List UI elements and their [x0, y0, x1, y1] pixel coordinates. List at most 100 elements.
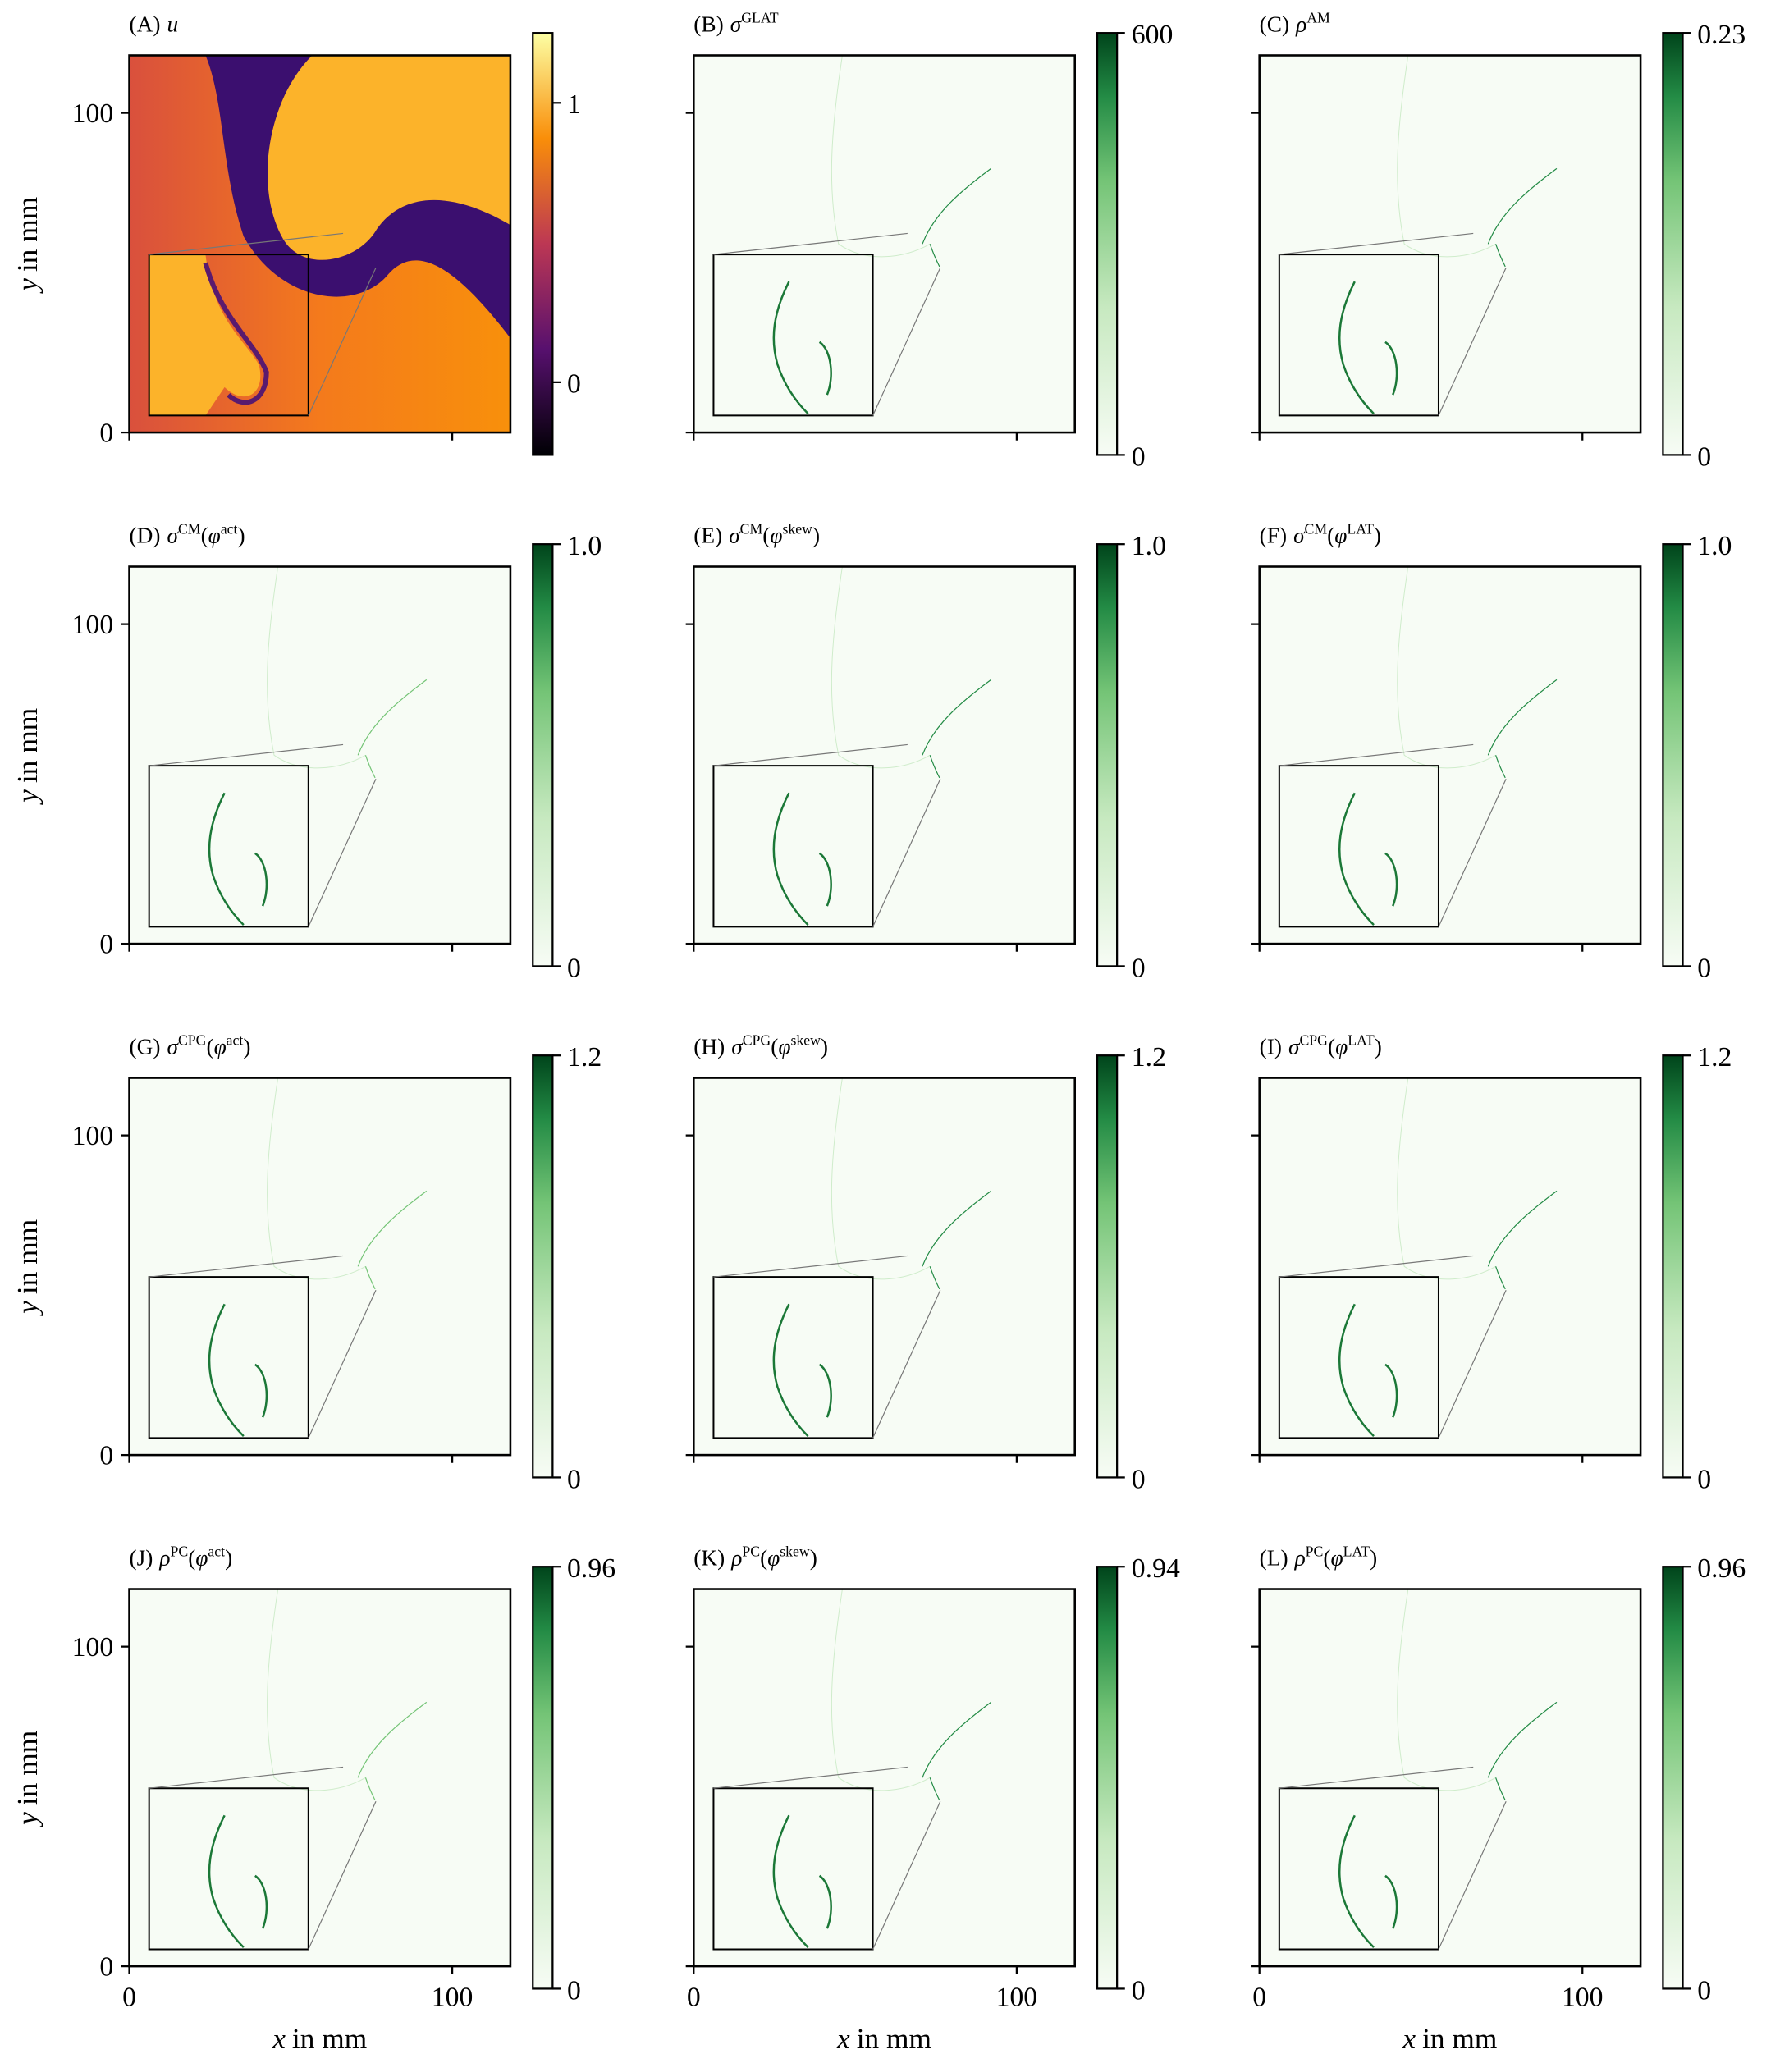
text-part: PC — [170, 1543, 188, 1559]
x-tick-label: 0 — [1252, 1982, 1266, 2012]
panel: (B) σGLAT 0 600 — [686, 9, 1174, 472]
wave-tip — [358, 1191, 427, 1288]
axes-frame — [1258, 1588, 1642, 1968]
inset-connector — [149, 744, 376, 926]
text-part: ( — [762, 524, 770, 548]
panel-title: (F) σCM(φLAT) — [1260, 520, 1381, 547]
panel: (I) σCPG(φLAT) 0 1.2 — [1251, 1031, 1732, 1494]
text-part: act — [208, 1543, 225, 1559]
text-part: ( — [1327, 524, 1334, 548]
x-tick-label: 0 — [122, 1982, 136, 2012]
inset-feature — [1339, 793, 1397, 925]
y-axis-label: y in mm — [11, 708, 43, 805]
axes-frame — [693, 565, 1076, 945]
panel-title: (H) σCPG(φskew) — [693, 1031, 828, 1059]
panel-title: (E) σCM(φskew) — [693, 520, 820, 547]
colorbar — [1662, 543, 1684, 967]
text-part: σ — [167, 524, 179, 548]
heatmap — [1260, 1078, 1640, 1456]
inset-frame — [713, 1788, 872, 1949]
text-part: ( — [201, 524, 208, 548]
panel-title: (J) ρPC(φact) — [130, 1543, 233, 1570]
x-tick-label: 100 — [1562, 1982, 1604, 2012]
colorbar — [1662, 1054, 1684, 1479]
text-part: x — [272, 2022, 286, 2055]
inset-connector — [713, 744, 940, 926]
excited-region — [268, 55, 510, 260]
colorbar — [532, 543, 554, 967]
heatmap — [693, 1589, 1074, 1967]
wave-tip — [358, 1702, 427, 1800]
text-part: y — [11, 789, 43, 805]
axes-frame — [693, 1077, 1076, 1457]
y-tick-label: 0 — [99, 929, 113, 959]
colorbar — [532, 1054, 554, 1479]
field — [1259, 566, 1641, 945]
field — [693, 1589, 1075, 1967]
y-tick-label: 0 — [99, 1440, 113, 1471]
text-part: CM — [1305, 520, 1328, 537]
wave-front — [831, 1589, 930, 1791]
text-part: φ — [214, 1035, 227, 1059]
text-part: ) — [1375, 1035, 1382, 1059]
field — [129, 1077, 510, 1456]
field — [693, 566, 1075, 945]
wave-front — [1398, 567, 1496, 768]
inset-frame — [1279, 766, 1439, 926]
panel: 0 100 (L) ρPC(φLAT) x in mm 0 0.96 — [1251, 1543, 1746, 2054]
text-part: in mm — [292, 2022, 367, 2055]
inset-feature — [1339, 1304, 1397, 1436]
text-part: φ — [195, 1546, 208, 1571]
panel-title: (D) σCM(φact) — [130, 520, 245, 547]
heatmap — [130, 55, 510, 432]
field — [1259, 1077, 1641, 1456]
panel-title: (A) u — [130, 12, 179, 37]
colorbar-tick-label: 0 — [1132, 1975, 1146, 2006]
panel: 0 100 (G) σCPG(φact) y in mm 0 1.2 — [11, 1031, 602, 1494]
text-part: y — [11, 1301, 43, 1316]
heatmap — [130, 1589, 510, 1967]
text-part: ) — [821, 1035, 828, 1059]
panel-title: (K) ρPC(φskew) — [693, 1543, 817, 1570]
colorbar-tick-label: 0.96 — [1697, 1553, 1746, 1584]
x-axis-label: x in mm — [272, 2022, 367, 2055]
colorbar-tick-label: 0.23 — [1697, 20, 1746, 50]
axes-frame — [128, 565, 512, 945]
inset-feature — [774, 1304, 831, 1436]
text-part: CM — [740, 520, 763, 537]
axes-frame — [693, 54, 1076, 434]
y-tick-label: 0 — [99, 1951, 113, 1982]
y-axis-label: y in mm — [11, 197, 43, 294]
text-part: ρ — [1295, 12, 1306, 37]
y-tick-label: 0 — [99, 418, 113, 448]
panel-title: (I) σCPG(φLAT) — [1260, 1031, 1382, 1059]
y-tick-label: 100 — [72, 1121, 114, 1151]
inset-feature — [774, 281, 831, 414]
y-tick-label: 100 — [72, 1632, 114, 1663]
axes-frame — [693, 1588, 1076, 1968]
inset-feature — [1339, 281, 1397, 414]
text-part: (C) — [1260, 12, 1289, 37]
text-part: PC — [742, 1543, 760, 1559]
text-part: LAT — [1347, 520, 1374, 537]
wave-tip — [922, 1702, 991, 1800]
wave-front — [1398, 55, 1496, 256]
colorbar — [532, 1566, 554, 1990]
x-axis-label: x in mm — [1402, 2022, 1497, 2055]
text-part: (J) — [130, 1546, 153, 1571]
text-part: skew — [782, 520, 812, 537]
text-part: x — [1402, 2022, 1416, 2055]
colorbar — [1096, 543, 1119, 967]
text-part: in mm — [11, 1219, 43, 1294]
x-axis-label: x in mm — [836, 2022, 931, 2055]
colorbar-tick-label: 1.0 — [1697, 531, 1732, 561]
colorbar-tick-label: 0 — [1697, 1464, 1711, 1494]
text-part: LAT — [1348, 1031, 1375, 1048]
panel-title: (L) ρPC(φLAT) — [1260, 1543, 1378, 1570]
panel: 0 100 (A) u y in mm 0 1 — [11, 12, 581, 455]
inset-frame — [149, 254, 309, 415]
text-part: (B) — [693, 12, 723, 37]
text-part: CM — [178, 520, 201, 537]
text-part: ( — [1328, 1035, 1335, 1059]
